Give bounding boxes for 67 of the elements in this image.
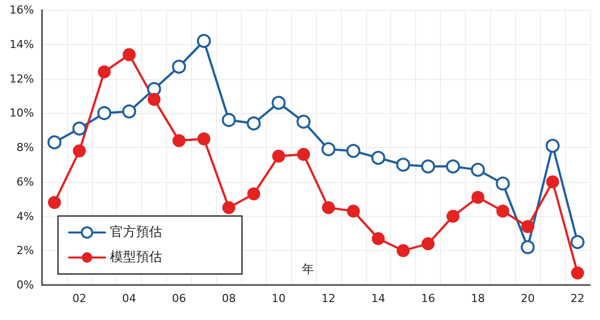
point xyxy=(546,138,560,153)
point xyxy=(570,235,585,250)
point xyxy=(470,162,485,177)
y-tick-label: 4% xyxy=(16,210,34,223)
point xyxy=(396,244,410,258)
x-tick-label: 14 xyxy=(371,292,386,305)
point xyxy=(422,237,435,250)
point xyxy=(321,142,336,156)
point xyxy=(222,113,236,127)
point xyxy=(47,135,62,150)
y-tick-label: 10% xyxy=(10,106,34,120)
point xyxy=(520,240,535,254)
point xyxy=(272,96,286,110)
x-tick-label: 10 xyxy=(272,292,286,305)
x-axis-title: 年 xyxy=(302,262,314,276)
legend-label: 官方預估 xyxy=(110,224,162,240)
point xyxy=(72,144,86,158)
point xyxy=(496,204,510,218)
point xyxy=(346,144,360,158)
legend-label: 模型預估 xyxy=(110,250,162,265)
y-tick-label: 0% xyxy=(16,278,34,292)
x-tick-label: 12 xyxy=(321,292,336,305)
x-tick-label: 16 xyxy=(421,292,436,305)
y-tick-label: 16% xyxy=(10,4,34,16)
point xyxy=(72,122,86,136)
point xyxy=(421,159,436,174)
point xyxy=(172,60,186,74)
point xyxy=(371,150,386,165)
y-tick-label: 8% xyxy=(16,141,34,154)
point xyxy=(48,196,61,209)
y-tick-label: 2% xyxy=(16,244,34,258)
point xyxy=(148,92,161,106)
point xyxy=(122,104,136,118)
point xyxy=(122,48,136,62)
point xyxy=(222,201,236,214)
point xyxy=(346,204,360,218)
point xyxy=(172,134,186,148)
point xyxy=(496,176,510,191)
point xyxy=(471,190,484,204)
point xyxy=(521,220,534,234)
point xyxy=(98,65,111,78)
point xyxy=(272,150,286,163)
point xyxy=(297,148,310,161)
y-tick-label: 12% xyxy=(10,72,34,86)
point xyxy=(246,116,261,130)
x-tick-label: 02 xyxy=(72,292,86,305)
y-tick-label: 6% xyxy=(16,175,34,188)
x-tick-label: 08 xyxy=(222,292,236,305)
point xyxy=(147,82,162,96)
x-tick-label: 06 xyxy=(172,292,186,305)
point xyxy=(322,201,335,214)
point xyxy=(197,132,210,146)
point xyxy=(372,232,385,246)
point xyxy=(546,175,560,188)
x-tick-label: 04 xyxy=(122,292,136,305)
point xyxy=(296,114,311,129)
y-tick-label: 14% xyxy=(10,38,34,51)
point xyxy=(196,34,211,48)
x-tick-label: 20 xyxy=(520,292,535,305)
point xyxy=(247,187,260,200)
point xyxy=(97,106,112,120)
point xyxy=(446,159,460,174)
point xyxy=(446,210,460,223)
point xyxy=(571,266,584,280)
x-tick-label: 18 xyxy=(470,292,485,305)
point xyxy=(396,158,410,172)
x-tick-label: 22 xyxy=(570,292,585,305)
